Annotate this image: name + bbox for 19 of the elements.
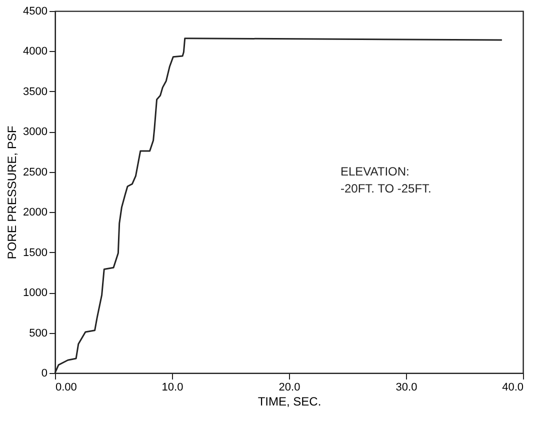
y-tick-label: 1500 (23, 246, 48, 259)
x-tick-label: 40.0 (502, 382, 524, 394)
y-tick-label: 2500 (23, 166, 48, 178)
x-axis-title: TIME, SEC. (258, 394, 322, 408)
y-tick-label: 0 (41, 368, 48, 380)
x-tick-label: 20.0 (278, 382, 300, 394)
y-tick-label: 3000 (23, 126, 48, 138)
y-tick-label: 1000 (23, 287, 48, 300)
y-tick-label: 500 (29, 327, 48, 340)
y-tick-label: 4500 (23, 6, 48, 18)
y-axis-title: PORE PRESSURE, PSF (5, 126, 20, 260)
x-tick-label: 30.0 (396, 382, 418, 394)
y-tick-label: 2000 (23, 206, 48, 219)
annotation: ELEVATION: (340, 164, 410, 179)
y-tick-label: 3500 (23, 86, 48, 98)
y-tick-label: 4000 (23, 46, 48, 58)
x-tick-label: 10.0 (162, 382, 184, 394)
annotation: -20FT. TO -25FT. (340, 182, 432, 196)
x-tick-label: 0.00 (56, 382, 77, 394)
